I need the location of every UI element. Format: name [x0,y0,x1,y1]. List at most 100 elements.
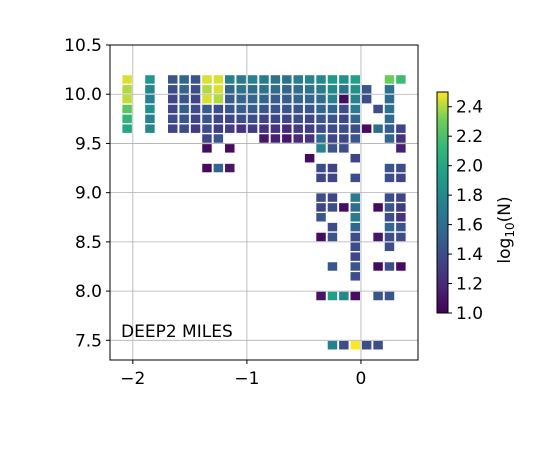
heatmap-cell [316,124,326,133]
heatmap-cell [293,104,303,114]
heatmap-cell [225,124,235,133]
heatmap-cell [316,213,326,222]
heatmap-cell [350,134,360,143]
heatmap-cell [202,134,212,143]
heatmap-cell [327,232,338,242]
heatmap-cell [316,134,326,143]
heatmap-cell [384,134,395,143]
heatmap-cell [350,272,360,281]
x-tick-label: 0 [356,369,367,389]
heatmap-cell [384,262,395,271]
heatmap-cell [236,94,246,104]
heatmap-cell [282,94,292,104]
heatmap-cell [327,94,338,104]
heatmap-cell [293,94,303,104]
heatmap-cell [361,85,372,94]
heatmap-cell [282,114,292,124]
y-tick-label: 9.0 [75,184,102,204]
y-tick-label: 8.5 [75,233,102,253]
heatmap-cell [293,85,303,94]
heatmap-cell [339,94,349,104]
heatmap-cell [282,75,292,84]
heatmap-cell [384,213,395,222]
heatmap-cell [270,94,281,104]
heatmap-cell [282,134,292,143]
heatmap-cell [350,252,360,261]
plot-frame [109,44,419,361]
colorbar-tick-label: 1.4 [456,245,483,265]
heatmap-cell [179,114,189,124]
heatmap-cell [202,94,212,104]
heatmap-cell [327,291,338,301]
heatmap-cell [316,94,326,104]
heatmap-cell [350,242,360,252]
heatmap-cell [396,134,406,143]
heatmap-cell [384,75,395,84]
heatmap-cell [270,104,281,114]
heatmap-cell [202,124,212,133]
heatmap-cell [350,203,360,212]
heatmap-cell [327,85,338,94]
heatmap-cell [145,104,155,114]
heatmap-cell [316,104,326,114]
heatmap-cell [168,104,178,114]
heatmap-cell [304,134,315,143]
heatmap-cell [327,341,338,350]
heatmap-cell [361,124,372,133]
heatmap-cell [339,104,349,114]
heatmap-cell [316,291,326,301]
heatmap-cell [350,75,360,84]
heatmap-cell [384,173,395,183]
y-tick-label: 9.5 [75,134,102,154]
heatmap-cell [327,222,338,232]
heatmap-cell [225,85,235,94]
heatmap-cell [327,173,338,183]
heatmap-cell [282,85,292,94]
heatmap-cell [396,232,406,242]
heatmap-cell [384,222,395,232]
heatmap-cell [247,94,258,104]
heatmap-cell [293,124,303,133]
heatmap-cell [339,341,349,350]
heatmap-cell [327,193,338,202]
heatmap-cell [339,291,349,301]
heatmap-cell [213,75,224,84]
colorbar-gradient [437,92,448,313]
heatmap-cell [282,104,292,114]
colorbar-tick-label: 1.6 [456,216,483,236]
colorbar-tick-label: 2.2 [456,127,483,147]
heatmap-cell [339,124,349,133]
heatmap-cell [168,75,178,84]
heatmap-cell [179,94,189,104]
heatmap-cell [247,85,258,94]
heatmap-cell [293,114,303,124]
heatmap-cell [384,203,395,212]
heatmap-cell [225,144,235,153]
heatmap-cells [122,75,406,350]
y-tick-label: 8.0 [75,282,102,302]
heatmap-cell [327,144,338,153]
heatmap-cell [327,163,338,173]
heatmap-cell [350,173,360,183]
heatmap-cell [304,124,315,133]
heatmap-cell [270,134,281,143]
heatmap-cell [384,242,395,252]
heatmap-cell [213,94,224,104]
heatmap-cell [327,104,338,114]
heatmap-cell [396,163,406,173]
colorbar: 1.0 1.2 1.4 1.6 1.8 2.0 2.2 2.4 [436,91,483,324]
y-tick-label: 10.0 [64,85,102,105]
heatmap-cell [190,104,201,114]
heatmap-cell [327,262,338,271]
heatmap-cell [236,104,246,114]
heatmap-cell [304,153,315,163]
heatmap-cell [384,114,395,124]
heatmap-cell [168,85,178,94]
heatmap-cell [384,94,395,104]
heatmap-cell [316,203,326,212]
heatmap-cell [145,114,155,124]
heatmap-cell [179,85,189,94]
heatmap-cell [350,262,360,271]
heatmap-cell [327,203,338,212]
heatmap-cell [202,144,212,153]
